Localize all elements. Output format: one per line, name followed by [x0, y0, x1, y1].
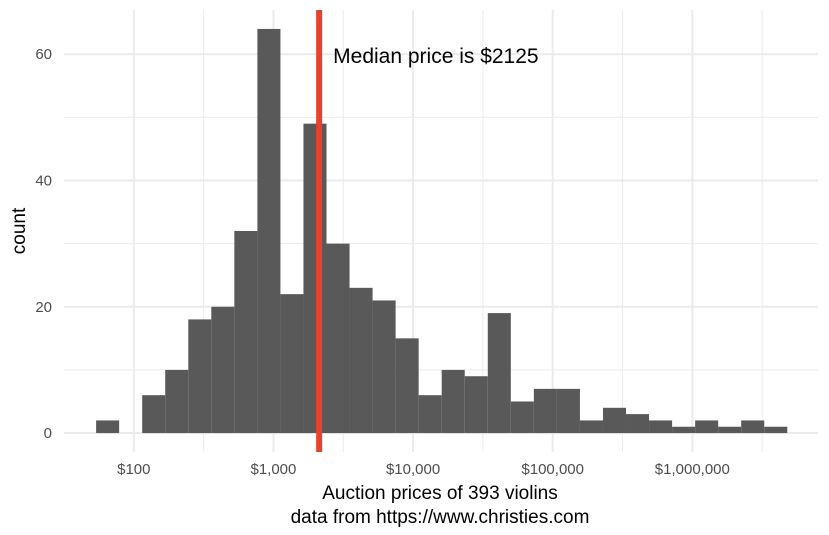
histogram-bar: [464, 376, 488, 434]
x-axis-ticks: $100 $1,000 $10,000 $100,000 $1,000,000: [117, 461, 730, 478]
y-axis-title: count: [9, 207, 30, 254]
histogram-bar: [211, 306, 235, 434]
histogram-bar: [188, 319, 212, 434]
histogram-bar: [303, 123, 327, 434]
y-tick-label: 40: [35, 172, 52, 189]
y-axis-ticks: 0 20 40 60: [35, 46, 52, 442]
histogram-bar: [487, 313, 511, 434]
histogram-bar: [441, 369, 465, 434]
histogram-bar: [142, 395, 166, 434]
histogram-bar: [602, 407, 627, 434]
x-axis-subtitle: data from https://www.christies.com: [291, 507, 590, 528]
histogram-bar: [395, 338, 419, 434]
histogram-bars: [96, 28, 788, 434]
histogram-bar: [533, 388, 557, 434]
histogram-bar: [372, 300, 396, 434]
histogram-bar: [234, 231, 258, 434]
median-marker: Median price is $2125: [316, 10, 539, 452]
x-axis-title: Auction prices of 393 violins: [322, 483, 558, 504]
histogram-bar: [96, 420, 120, 434]
median-annotation: Median price is $2125: [333, 45, 538, 68]
y-tick-label: 60: [35, 46, 52, 63]
histogram-bar: [649, 420, 673, 434]
y-tick-label: 0: [44, 425, 52, 442]
histogram-bar: [718, 426, 742, 434]
histogram-bar: [418, 395, 442, 434]
x-tick-label: $1,000,000: [655, 461, 730, 478]
histogram-bar: [280, 294, 304, 434]
histogram-bar: [510, 401, 534, 434]
y-tick-label: 20: [35, 299, 52, 316]
histogram-bar: [556, 388, 580, 434]
histogram-bar: [695, 420, 719, 434]
histogram-bar: [165, 369, 189, 434]
x-tick-label: $100,000: [521, 461, 584, 478]
histogram-bar: [579, 420, 603, 434]
histogram-bar: [626, 414, 650, 434]
histogram-bar: [326, 243, 350, 434]
histogram-bar: [741, 420, 765, 434]
histogram-bar: [764, 426, 788, 434]
x-tick-label: $1,000: [250, 461, 296, 478]
histogram-bar: [257, 28, 281, 434]
x-tick-label: $10,000: [386, 461, 440, 478]
histogram-bar: [672, 426, 696, 434]
x-tick-label: $100: [117, 461, 150, 478]
histogram-bar: [349, 287, 373, 434]
